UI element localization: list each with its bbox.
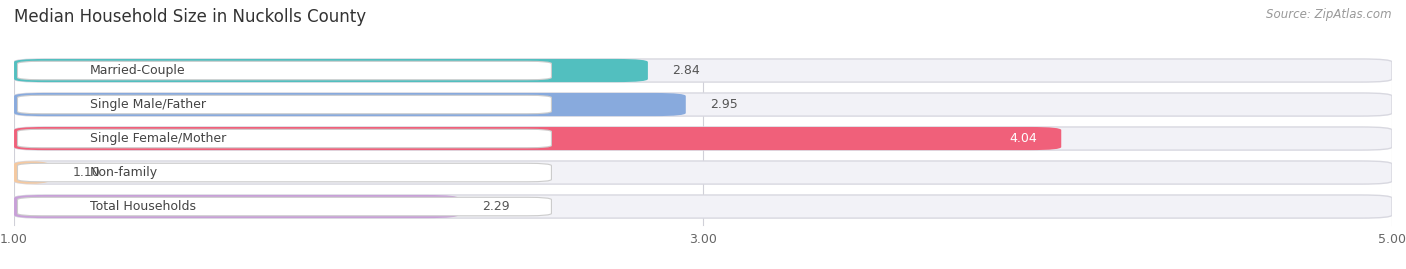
FancyBboxPatch shape — [14, 59, 648, 82]
Text: 1.10: 1.10 — [73, 166, 100, 179]
FancyBboxPatch shape — [17, 95, 551, 114]
Text: Source: ZipAtlas.com: Source: ZipAtlas.com — [1267, 8, 1392, 21]
FancyBboxPatch shape — [14, 195, 458, 218]
FancyBboxPatch shape — [14, 93, 686, 116]
Text: Non-family: Non-family — [90, 166, 157, 179]
Text: 4.04: 4.04 — [1010, 132, 1038, 145]
FancyBboxPatch shape — [17, 163, 551, 182]
Text: Total Households: Total Households — [90, 200, 195, 213]
FancyBboxPatch shape — [14, 59, 1392, 82]
FancyBboxPatch shape — [17, 61, 551, 80]
FancyBboxPatch shape — [17, 129, 551, 148]
Text: 2.95: 2.95 — [710, 98, 738, 111]
FancyBboxPatch shape — [14, 93, 1392, 116]
Text: Married-Couple: Married-Couple — [90, 64, 186, 77]
FancyBboxPatch shape — [14, 161, 49, 184]
FancyBboxPatch shape — [17, 197, 551, 216]
FancyBboxPatch shape — [14, 127, 1392, 150]
Text: Single Male/Father: Single Male/Father — [90, 98, 205, 111]
FancyBboxPatch shape — [14, 195, 1392, 218]
Text: Median Household Size in Nuckolls County: Median Household Size in Nuckolls County — [14, 8, 366, 26]
Text: 2.84: 2.84 — [672, 64, 700, 77]
FancyBboxPatch shape — [14, 127, 1062, 150]
Text: Single Female/Mother: Single Female/Mother — [90, 132, 226, 145]
FancyBboxPatch shape — [14, 161, 1392, 184]
Text: 2.29: 2.29 — [482, 200, 510, 213]
